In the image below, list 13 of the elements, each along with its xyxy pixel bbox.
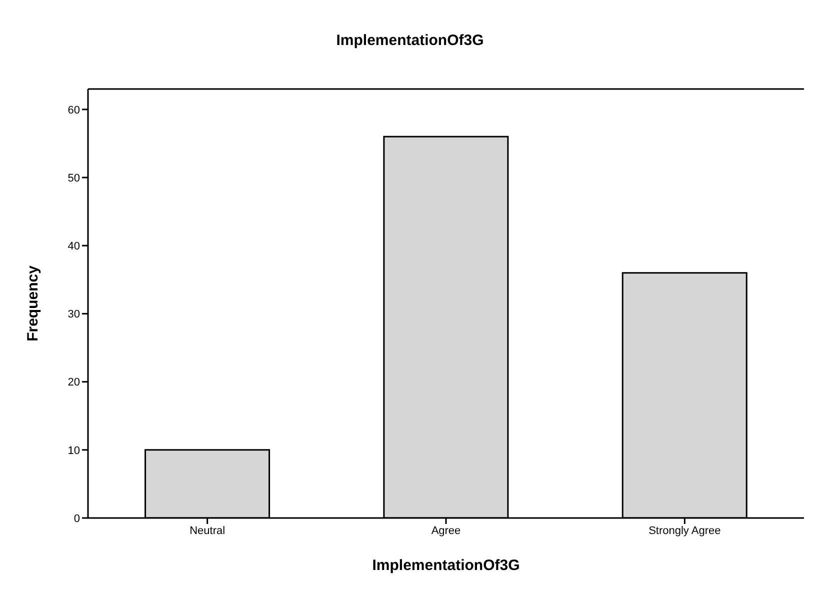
x-axis-title: ImplementationOf3G — [372, 557, 520, 574]
y-tick-label: 30 — [68, 308, 80, 321]
y-tick-label: 60 — [68, 104, 80, 116]
x-tick-label: Strongly Agree — [648, 524, 721, 537]
x-tick-label: Agree — [431, 524, 461, 537]
y-tick-label: 10 — [68, 444, 80, 457]
x-tick-label: Neutral — [190, 524, 226, 537]
y-tick-label: 50 — [68, 172, 80, 184]
y-axis-title: Frequency — [24, 264, 42, 342]
y-tick-label: 40 — [68, 240, 80, 253]
chart-title: ImplementationOf3G — [335, 31, 485, 51]
y-tick-label: 0 — [74, 512, 80, 525]
y-tick-label: 20 — [68, 376, 80, 389]
